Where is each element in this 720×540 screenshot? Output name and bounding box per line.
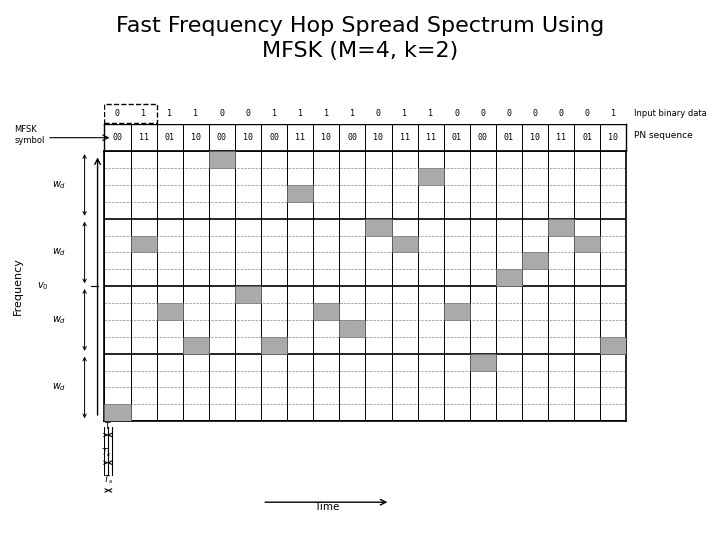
Bar	[235, 286, 261, 303]
Bar	[209, 151, 235, 168]
Text: $T_s$: $T_s$	[103, 474, 114, 487]
Text: PN sequence: PN sequence	[634, 131, 693, 139]
Text: $w_d$: $w_d$	[52, 179, 66, 191]
Text: 0: 0	[559, 109, 564, 118]
Bar	[444, 303, 470, 320]
Text: 00: 00	[347, 133, 357, 142]
Text: 00: 00	[478, 133, 488, 142]
Text: 0: 0	[246, 109, 251, 118]
Text: 0: 0	[506, 109, 511, 118]
Text: 1: 1	[611, 109, 616, 118]
Text: 1: 1	[193, 109, 198, 118]
Bar	[313, 303, 339, 320]
Text: 1: 1	[271, 109, 276, 118]
Text: 1: 1	[428, 109, 433, 118]
Text: 0: 0	[220, 109, 225, 118]
Text: 00: 00	[112, 133, 122, 142]
Text: 1: 1	[402, 109, 407, 118]
Bar	[522, 252, 548, 269]
Bar	[104, 404, 130, 421]
Text: 0: 0	[533, 109, 538, 118]
Text: 0: 0	[454, 109, 459, 118]
Bar	[600, 337, 626, 354]
Text: 11: 11	[138, 133, 148, 142]
Text: 10: 10	[243, 133, 253, 142]
Text: $T_c$: $T_c$	[101, 446, 112, 458]
Text: 0: 0	[480, 109, 485, 118]
Text: 0: 0	[585, 109, 590, 118]
Bar	[365, 219, 392, 235]
Text: 10: 10	[191, 133, 201, 142]
Text: 0: 0	[115, 109, 120, 118]
Text: T: T	[104, 422, 109, 431]
Text: 10: 10	[608, 133, 618, 142]
Text: 10: 10	[530, 133, 540, 142]
Text: 01: 01	[451, 133, 462, 142]
Text: 11: 11	[400, 133, 410, 142]
Text: Time: Time	[314, 502, 339, 512]
Text: 01: 01	[582, 133, 593, 142]
Text: 00: 00	[269, 133, 279, 142]
Bar	[418, 168, 444, 185]
Bar	[470, 354, 496, 370]
Text: 11: 11	[426, 133, 436, 142]
Text: $v_0$: $v_0$	[37, 280, 48, 292]
Text: 1: 1	[324, 109, 329, 118]
Text: 11: 11	[556, 133, 566, 142]
Text: $w_d$: $w_d$	[52, 314, 66, 326]
Bar	[548, 219, 575, 235]
Text: 11: 11	[295, 133, 305, 142]
Text: 01: 01	[504, 133, 514, 142]
Bar	[392, 235, 418, 252]
Bar	[183, 337, 209, 354]
Text: 00: 00	[217, 133, 227, 142]
Bar	[261, 337, 287, 354]
Text: Fast Frequency Hop Spread Spectrum Using
MFSK (M=4, k=2): Fast Frequency Hop Spread Spectrum Using…	[116, 16, 604, 61]
Text: Input binary data: Input binary data	[634, 109, 706, 118]
Bar	[104, 104, 157, 123]
Text: $w_d$: $w_d$	[52, 382, 66, 393]
Text: 1: 1	[167, 109, 172, 118]
Text: $w_d$: $w_d$	[52, 247, 66, 258]
Bar	[575, 235, 600, 252]
Text: 0: 0	[376, 109, 381, 118]
Text: 10: 10	[321, 133, 331, 142]
Text: Frequency: Frequency	[13, 257, 23, 315]
Bar	[157, 303, 183, 320]
Text: MFSK
symbol: MFSK symbol	[14, 125, 45, 145]
Bar	[496, 269, 522, 286]
Bar	[287, 185, 313, 202]
Text: 1: 1	[297, 109, 302, 118]
Bar	[130, 235, 157, 252]
Text: 01: 01	[165, 133, 175, 142]
Text: 1: 1	[141, 109, 146, 118]
Bar	[339, 320, 366, 337]
Text: 1: 1	[350, 109, 355, 118]
Text: 10: 10	[374, 133, 384, 142]
